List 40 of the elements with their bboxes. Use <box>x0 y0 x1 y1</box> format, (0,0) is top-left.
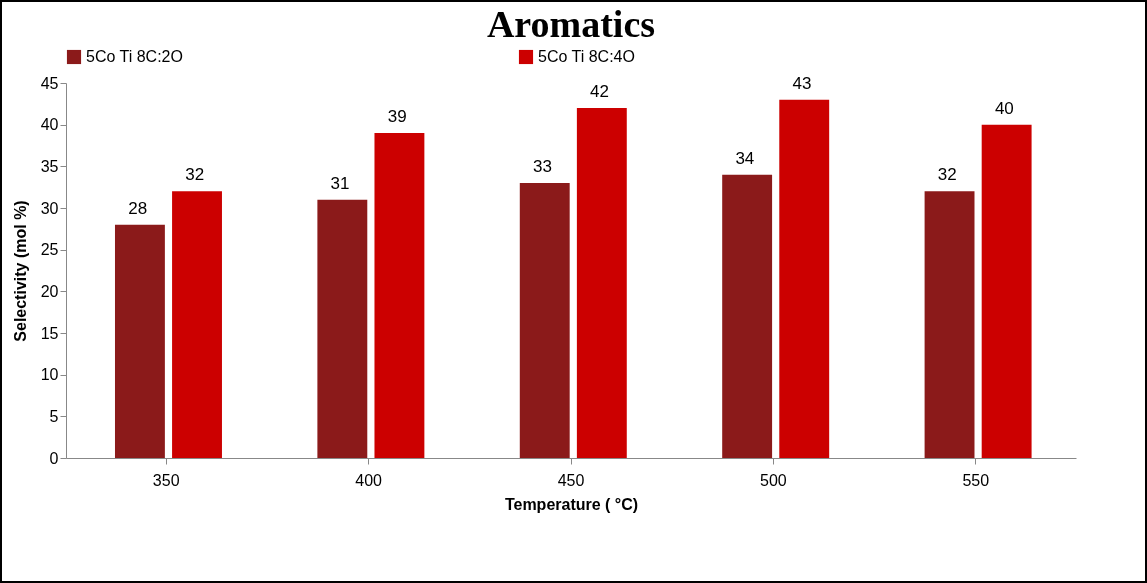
bar <box>114 224 165 458</box>
y-tick-label: 20 <box>40 282 59 300</box>
y-tick-label: 40 <box>40 116 59 134</box>
data-label: 43 <box>792 73 812 93</box>
y-tick-label: 5 <box>49 407 59 425</box>
bar <box>519 183 570 458</box>
data-label: 32 <box>185 165 205 185</box>
y-axis-title: Selectivity (mol %) <box>11 200 29 342</box>
x-axis-title: Temperature ( °C) <box>504 495 639 513</box>
data-label: 34 <box>735 148 755 168</box>
x-tick-label: 400 <box>355 471 383 489</box>
data-label: 32 <box>937 165 957 185</box>
y-tick-label: 35 <box>40 157 59 175</box>
data-label: 42 <box>590 82 610 101</box>
y-tick-label: 0 <box>49 449 59 467</box>
data-label: 39 <box>387 107 407 126</box>
y-tick-label: 45 <box>40 74 59 92</box>
y-tick-label: 25 <box>40 241 59 259</box>
data-label: 33 <box>532 157 552 176</box>
x-tick-label: 550 <box>962 471 990 489</box>
x-tick-label: 450 <box>557 471 585 489</box>
bar <box>374 133 425 458</box>
data-label: 40 <box>994 98 1014 118</box>
bar <box>981 124 1032 458</box>
data-label: 31 <box>330 173 350 193</box>
x-tick-label: 350 <box>152 471 180 489</box>
bar <box>172 191 222 458</box>
bar <box>779 99 830 458</box>
x-tick-label: 500 <box>760 471 787 489</box>
y-tick-label: 10 <box>40 366 59 384</box>
bar <box>317 199 368 458</box>
bar <box>576 108 627 458</box>
legend-label: 5Co Ti 8C:4O <box>538 48 635 65</box>
bar <box>924 191 975 458</box>
bar <box>722 174 773 458</box>
data-label: 28 <box>128 198 148 218</box>
legend-label: 5Co Ti 8C:2O <box>86 48 183 65</box>
y-tick-label: 15 <box>40 324 59 342</box>
y-tick-label: 30 <box>40 199 59 217</box>
chart-title: Aromatics <box>486 3 656 45</box>
